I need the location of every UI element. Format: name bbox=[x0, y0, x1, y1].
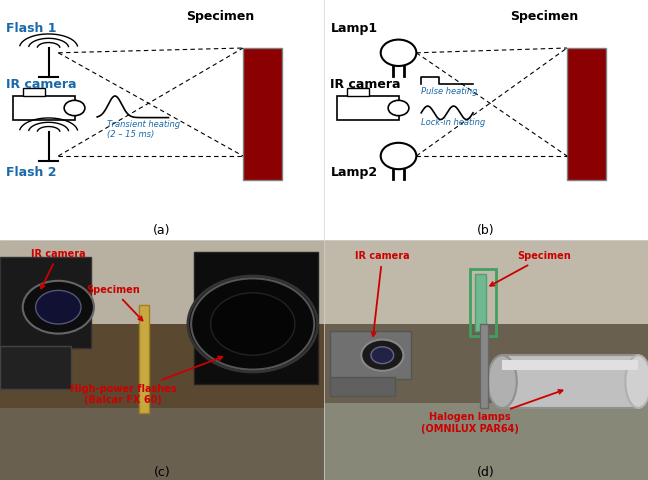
Bar bbox=[330, 377, 395, 396]
Circle shape bbox=[188, 276, 318, 372]
Bar bbox=[324, 240, 648, 324]
Text: IR camera: IR camera bbox=[31, 249, 86, 288]
Bar bbox=[502, 355, 638, 408]
Ellipse shape bbox=[625, 355, 648, 408]
Bar bbox=[194, 252, 318, 384]
Ellipse shape bbox=[487, 355, 516, 408]
Text: Flash 1: Flash 1 bbox=[6, 22, 57, 36]
Bar bbox=[567, 48, 606, 180]
Bar bbox=[502, 360, 638, 370]
Bar bbox=[139, 305, 149, 413]
Bar bbox=[0, 257, 91, 348]
Circle shape bbox=[371, 347, 393, 364]
Circle shape bbox=[23, 281, 94, 334]
Text: (c): (c) bbox=[154, 466, 170, 480]
Bar bbox=[243, 48, 282, 180]
Circle shape bbox=[64, 100, 85, 116]
Circle shape bbox=[211, 293, 295, 355]
Bar bbox=[480, 324, 487, 408]
Circle shape bbox=[362, 340, 403, 371]
Bar bbox=[474, 274, 486, 331]
Text: Pulse heating: Pulse heating bbox=[421, 87, 478, 96]
Circle shape bbox=[388, 100, 409, 116]
Bar bbox=[347, 88, 369, 96]
Text: Lamp1: Lamp1 bbox=[330, 22, 378, 36]
Text: (d): (d) bbox=[477, 466, 495, 480]
Text: IR camera: IR camera bbox=[355, 251, 410, 336]
Text: Lamp2: Lamp2 bbox=[330, 166, 378, 180]
Text: Lock-in heating: Lock-in heating bbox=[421, 118, 485, 127]
Text: Specimen: Specimen bbox=[510, 10, 579, 24]
Text: (a): (a) bbox=[153, 224, 171, 237]
Text: Transient heating
(2 – 15 ms): Transient heating (2 – 15 ms) bbox=[107, 120, 180, 139]
Text: IR camera: IR camera bbox=[330, 77, 401, 91]
Bar bbox=[13, 96, 75, 120]
Bar bbox=[330, 331, 411, 379]
Text: IR camera: IR camera bbox=[6, 77, 77, 91]
Text: Halogen lamps
(OMNILUX PAR64): Halogen lamps (OMNILUX PAR64) bbox=[421, 390, 562, 434]
Bar bbox=[337, 96, 399, 120]
Bar bbox=[0, 408, 324, 480]
Bar bbox=[324, 403, 648, 480]
Bar bbox=[0, 240, 324, 324]
Bar bbox=[0, 346, 71, 389]
Text: High-power flashes
(Balcar FX 60): High-power flashes (Balcar FX 60) bbox=[70, 357, 222, 405]
Bar bbox=[23, 88, 45, 96]
Text: Specimen: Specimen bbox=[491, 251, 571, 286]
Text: Flash 2: Flash 2 bbox=[6, 166, 57, 180]
Circle shape bbox=[380, 40, 416, 66]
Text: Specimen: Specimen bbox=[186, 10, 255, 24]
Bar bbox=[470, 269, 496, 336]
Circle shape bbox=[380, 143, 416, 169]
Circle shape bbox=[36, 290, 81, 324]
Bar bbox=[324, 324, 648, 403]
Text: Specimen: Specimen bbox=[87, 285, 143, 321]
Bar bbox=[0, 324, 324, 408]
Text: (b): (b) bbox=[477, 224, 495, 237]
